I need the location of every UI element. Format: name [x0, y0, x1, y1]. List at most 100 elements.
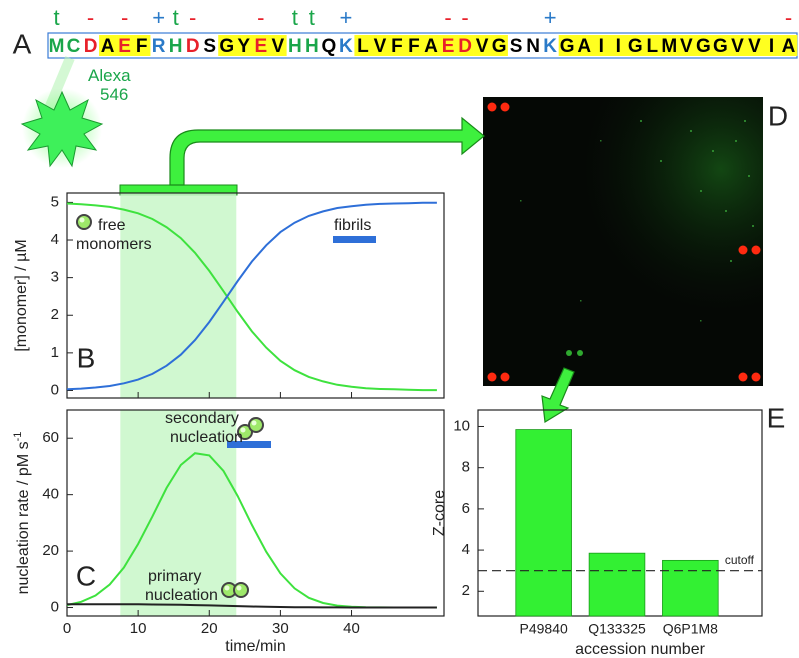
residue-highlight	[388, 35, 406, 56]
x-tick-label: 10	[130, 620, 147, 637]
residue: Q	[321, 36, 336, 57]
residue: D	[458, 36, 472, 57]
series-line	[67, 603, 437, 609]
y-axis-label-superscript: -1	[12, 432, 24, 442]
y-tick-label: 20	[42, 542, 59, 559]
residue-highlight	[558, 35, 577, 56]
residue: I	[769, 36, 774, 57]
residue-highlight	[762, 35, 781, 56]
charge-marker: -	[87, 5, 94, 30]
residue: V	[748, 36, 761, 57]
residue: S	[203, 36, 216, 57]
residue: F	[136, 36, 148, 57]
monomer-icon-shine	[224, 585, 230, 591]
shaded-region	[120, 410, 237, 616]
y-tick-label: 10	[453, 417, 470, 434]
x-tick-label: P49840	[520, 621, 568, 637]
legend-swatch	[227, 441, 271, 448]
residue: H	[169, 36, 183, 57]
y-tick-label: 2	[462, 582, 470, 599]
y-axis-label: Z-core	[431, 490, 448, 536]
cutoff-label: cutoff	[725, 553, 755, 567]
residue: N	[526, 36, 540, 57]
panel-label: D	[768, 100, 788, 131]
y-tick-label: 60	[42, 429, 59, 446]
residue: G	[219, 36, 234, 57]
charge-marker: -	[189, 5, 196, 30]
residue: C	[67, 36, 81, 57]
residue: G	[560, 36, 575, 57]
residue: D	[84, 36, 98, 57]
residue-highlight	[354, 35, 372, 56]
residue: A	[101, 36, 115, 57]
residue-highlight	[677, 35, 696, 56]
residue: S	[510, 36, 523, 57]
residue-highlight	[643, 35, 662, 56]
residue: H	[305, 36, 319, 57]
y-tick-label: 0	[51, 381, 59, 398]
charge-marker: t	[292, 5, 298, 30]
charge-marker: -	[257, 5, 264, 30]
residue: A	[424, 36, 438, 57]
residue-highlight	[252, 35, 270, 56]
y-tick-label: 8	[462, 459, 470, 476]
series-label: secondary nucleation	[165, 410, 243, 446]
residue-highlight	[218, 35, 236, 56]
residue-highlight	[99, 35, 117, 56]
residue-highlight	[422, 35, 440, 56]
residue-highlight	[660, 35, 679, 56]
residue-highlight	[473, 35, 491, 56]
residue: A	[577, 36, 591, 57]
residue-highlight	[490, 35, 508, 56]
residue: F	[391, 36, 403, 57]
residue: I	[616, 36, 621, 57]
residue: D	[186, 36, 200, 57]
charge-marker: +	[544, 5, 557, 30]
y-axis-label: [monomer] / µM	[13, 239, 30, 351]
monomer-icon	[233, 582, 249, 598]
y-axis-label-text: nucleation rate / pM s	[15, 441, 32, 594]
panel-label: A	[13, 28, 32, 59]
residue: M	[49, 36, 65, 57]
bar	[662, 559, 719, 617]
legend-swatch	[333, 236, 376, 243]
y-tick-label: 4	[462, 541, 470, 558]
residue: V	[476, 36, 489, 57]
microarray-image	[483, 97, 763, 386]
residue-highlight	[728, 35, 747, 56]
y-axis-label-text: [monomer] / µM	[13, 239, 30, 351]
y-tick-label: 6	[462, 500, 470, 517]
x-tick-label: 0	[63, 620, 71, 637]
charge-marker: t	[53, 5, 59, 30]
residue: M	[661, 36, 677, 57]
panel-label: C	[76, 560, 96, 591]
charge-marker: +	[152, 5, 165, 30]
plot-frame	[66, 192, 445, 399]
residue-highlight	[609, 35, 628, 56]
monomer-icon-shine	[79, 217, 85, 223]
dye-molecule	[20, 56, 104, 168]
residue: V	[680, 36, 693, 57]
series-label: fibrils	[334, 217, 371, 234]
charge-marker: -	[121, 5, 128, 30]
residue-highlight	[116, 35, 134, 56]
residue-highlight	[575, 35, 594, 56]
monomer-icon-shine	[251, 420, 257, 426]
residue-highlight	[745, 35, 764, 56]
residue-highlight	[133, 35, 151, 56]
residue: G	[492, 36, 507, 57]
residue-highlight	[711, 35, 730, 56]
residue: F	[408, 36, 420, 57]
residue-highlight	[439, 35, 457, 56]
residue-highlight	[694, 35, 713, 56]
x-tick-label: 40	[343, 620, 360, 637]
residue: E	[442, 36, 455, 57]
monomer-icon-shine	[240, 427, 246, 433]
series-label: primary nucleation	[145, 568, 218, 604]
charge-marker: +	[339, 5, 352, 30]
y-axis-label: nucleation rate / pM s-1	[12, 432, 32, 595]
residue-highlight	[269, 35, 287, 56]
residue-highlight	[371, 35, 389, 56]
